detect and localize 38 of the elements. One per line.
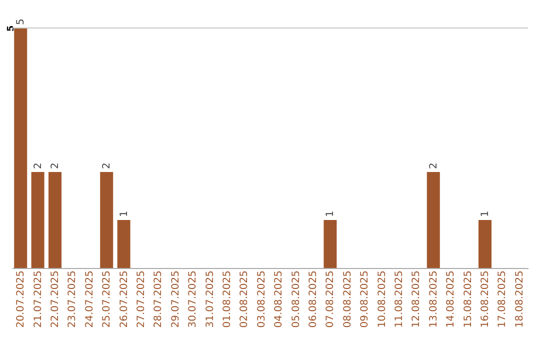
data-label: 5 <box>16 18 27 25</box>
x-tick-label: 11.08.2025 <box>394 270 405 328</box>
x-tick-label: 22.07.2025 <box>50 270 61 328</box>
x-tick-label: 21.07.2025 <box>32 270 44 328</box>
data-label: 1 <box>118 210 130 217</box>
x-tick-label: 03.08.2025 <box>256 270 268 328</box>
x-tick-label: 23.07.2025 <box>67 270 78 328</box>
x-tick-label: 04.08.2025 <box>274 270 285 328</box>
x-tick-label: 30.07.2025 <box>188 270 199 328</box>
x-tick-label: 02.08.2025 <box>239 270 250 328</box>
x-tick-label: 13.08.2025 <box>428 270 440 328</box>
data-label: 2 <box>32 162 44 169</box>
x-tick-label: 16.08.2025 <box>480 270 491 328</box>
x-tick-label: 24.07.2025 <box>84 270 96 328</box>
x-tick-label: 17.08.2025 <box>497 270 508 328</box>
x-tick-label: 15.08.2025 <box>462 270 474 328</box>
x-tick-label: 14.08.2025 <box>446 270 457 328</box>
x-tick-label: 25.07.2025 <box>102 270 113 328</box>
x-tick-label: 01.08.2025 <box>222 270 233 328</box>
data-label: 2 <box>50 162 61 169</box>
data-label: 1 <box>480 210 491 217</box>
x-tick-label: 26.07.2025 <box>118 270 130 328</box>
x-tick-label: 18.08.2025 <box>514 270 526 328</box>
x-tick-label: 28.07.2025 <box>153 270 164 328</box>
x-tick-label: 27.07.2025 <box>136 270 147 328</box>
x-tick-label: 20.07.2025 <box>16 270 27 328</box>
x-tick-label: 29.07.2025 <box>170 270 182 328</box>
x-tick-label: 12.08.2025 <box>411 270 422 328</box>
x-tick-label: 08.08.2025 <box>342 270 354 328</box>
x-tick-label: 06.08.2025 <box>308 270 319 328</box>
x-tick-label: 05.08.2025 <box>290 270 302 328</box>
data-label: 2 <box>428 162 440 169</box>
data-label: 2 <box>102 162 113 169</box>
x-tick-label: 31.07.2025 <box>204 270 216 328</box>
data-label: 1 <box>325 210 336 217</box>
x-tick-label: 09.08.2025 <box>360 270 371 328</box>
x-tick-label: 10.08.2025 <box>376 270 388 328</box>
x-tick-label: 07.08.2025 <box>325 270 336 328</box>
